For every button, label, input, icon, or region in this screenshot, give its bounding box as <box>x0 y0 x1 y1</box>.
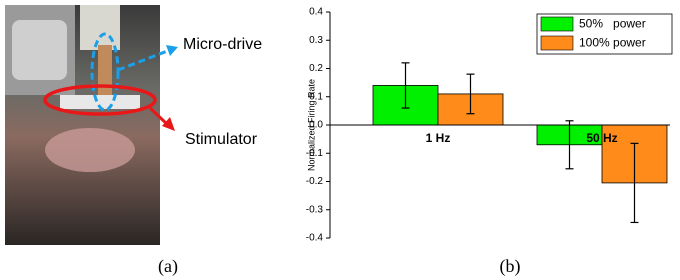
caption: (a) <box>158 256 178 277</box>
caption: (b) <box>500 256 521 277</box>
legend-label: 50% power <box>579 17 646 31</box>
legend-swatch <box>541 36 573 50</box>
y-tick-label: -0.4 <box>306 233 324 244</box>
figure: Micro-drive Stimulator (a) (b) Normalize… <box>0 0 680 280</box>
y-tick-label: 0.0 <box>309 120 323 131</box>
legend-swatch <box>541 17 573 31</box>
y-tick-label: 0.4 <box>309 7 323 18</box>
y-tick-label: 0.2 <box>309 63 323 74</box>
photo-label: Stimulator <box>185 131 258 148</box>
y-tick-label: -0.1 <box>306 148 324 159</box>
photo <box>5 5 178 245</box>
y-tick-label: 0.1 <box>309 91 323 102</box>
x-tick-label: 50 Hz <box>586 131 617 145</box>
y-tick-label: 0.3 <box>309 35 323 46</box>
legend-label: 100% power <box>579 36 646 50</box>
x-tick-label: 1 Hz <box>426 131 451 145</box>
photo-label: Micro-drive <box>183 36 262 53</box>
y-tick-label: -0.3 <box>306 204 324 215</box>
y-tick-label: -0.2 <box>306 176 324 187</box>
